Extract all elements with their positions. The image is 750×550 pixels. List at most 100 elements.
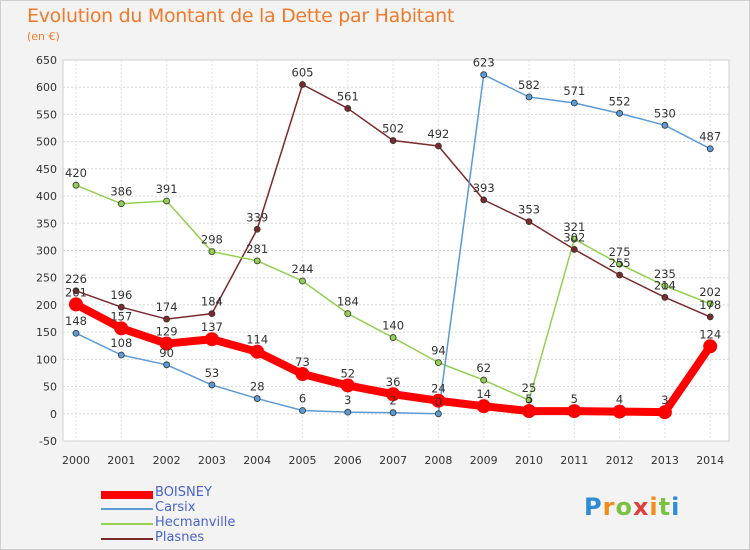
y-tick-label: 450	[36, 163, 57, 176]
data-label-plasnes: 178	[699, 298, 721, 312]
data-point-carsix	[299, 407, 306, 414]
data-label-boisney: 157	[110, 309, 132, 323]
data-label-plasnes: 184	[201, 295, 223, 309]
data-label-carsix: 148	[65, 314, 87, 328]
data-label-plasnes: 492	[427, 127, 449, 141]
data-point-carsix	[434, 410, 442, 418]
data-point-carsix	[117, 351, 125, 359]
data-label-carsix: 3	[344, 393, 351, 407]
data-point-plasnes	[163, 315, 171, 323]
data-label-hecmanville: 321	[563, 220, 585, 234]
data-label-carsix: 487	[699, 130, 721, 144]
data-point-plasnes	[480, 196, 488, 204]
y-tick-label: -50	[39, 435, 57, 448]
data-label-plasnes: 561	[337, 89, 359, 103]
y-tick-label: 650	[36, 54, 57, 67]
data-label-plasnes: 502	[382, 122, 404, 136]
x-tick-label: 2005	[289, 454, 317, 467]
data-label-carsix: 623	[473, 56, 495, 70]
data-point-hecmanville	[434, 359, 442, 367]
x-tick-label: 2007	[379, 454, 407, 467]
data-point-boisney	[159, 336, 174, 351]
data-label-carsix: 582	[518, 78, 540, 92]
data-label-plasnes: 393	[473, 181, 495, 195]
data-point-plasnes	[344, 105, 352, 112]
data-point-plasnes	[208, 310, 216, 318]
y-tick-label: 0	[50, 408, 57, 421]
data-label-plasnes: 174	[156, 300, 178, 314]
data-label-carsix: 2	[389, 394, 396, 408]
data-label-carsix: 90	[159, 346, 174, 360]
data-point-plasnes	[706, 313, 714, 321]
data-label-boisney: 5	[525, 392, 532, 406]
data-point-boisney	[114, 321, 129, 336]
data-label-boisney: 5	[571, 392, 578, 406]
data-point-hecmanville	[525, 396, 533, 404]
x-tick-label: 2011	[560, 454, 588, 467]
data-label-plasnes: 339	[246, 210, 268, 224]
data-label-boisney: 137	[201, 320, 223, 334]
data-point-carsix	[72, 329, 80, 337]
legend-swatch-hecmanville	[101, 523, 153, 525]
x-tick-label: 2014	[696, 454, 724, 467]
data-point-plasnes	[299, 81, 306, 88]
data-label-carsix: 6	[299, 392, 306, 406]
data-label-boisney: 24	[431, 382, 446, 396]
data-label-hecmanville: 391	[156, 182, 178, 196]
data-label-boisney: 201	[65, 285, 87, 299]
data-point-plasnes	[570, 246, 578, 253]
data-label-carsix: 53	[205, 366, 220, 380]
data-label-boisney: 129	[156, 325, 178, 339]
chart-title: Evolution du Montant de la Dette par Hab…	[27, 5, 455, 27]
data-point-carsix	[163, 361, 171, 369]
data-point-boisney	[703, 339, 718, 354]
data-point-carsix	[480, 71, 488, 79]
data-point-boisney	[522, 404, 536, 419]
data-point-boisney	[295, 367, 310, 382]
data-point-boisney	[476, 399, 491, 414]
data-label-hecmanville: 281	[246, 242, 268, 256]
x-tick-label: 2002	[153, 454, 181, 467]
data-point-carsix	[706, 145, 714, 153]
y-tick-label: 150	[36, 326, 57, 339]
x-tick-label: 2010	[515, 454, 543, 467]
legend-swatch-carsix	[101, 508, 153, 510]
data-label-carsix: 0	[435, 395, 442, 409]
data-label-hecmanville: 62	[476, 361, 491, 375]
data-point-boisney	[250, 344, 265, 359]
legend-label-hecmanville: Hecmanville	[155, 515, 236, 530]
x-tick-label: 2006	[334, 454, 362, 467]
data-label-hecmanville: 184	[337, 295, 359, 309]
data-point-boisney	[657, 405, 672, 420]
data-point-hecmanville	[616, 260, 623, 268]
data-label-plasnes: 196	[110, 288, 132, 302]
data-label-boisney: 36	[386, 375, 401, 389]
data-point-hecmanville	[389, 334, 397, 341]
data-point-carsix	[661, 121, 669, 129]
data-label-hecmanville: 420	[65, 166, 87, 180]
data-label-plasnes: 605	[292, 65, 314, 79]
data-label-hecmanville: 202	[699, 285, 721, 299]
data-label-carsix: 571	[563, 84, 585, 98]
data-point-carsix	[253, 395, 261, 402]
data-label-boisney: 3	[661, 393, 668, 407]
data-point-carsix	[616, 109, 623, 117]
x-tick-label: 2004	[243, 454, 271, 467]
x-tick-label: 2012	[606, 454, 634, 467]
data-label-carsix: 28	[250, 380, 265, 394]
data-point-hecmanville	[72, 181, 80, 189]
data-point-hecmanville	[344, 310, 352, 318]
chart-unit-label: (en €)	[27, 30, 60, 43]
data-point-carsix	[344, 408, 352, 416]
legend-swatch-boisney	[101, 491, 153, 499]
data-label-carsix: 108	[110, 336, 132, 350]
data-label-carsix: 552	[609, 94, 631, 108]
data-label-hecmanville: 235	[654, 267, 676, 281]
data-label-plasnes: 214	[654, 278, 676, 292]
data-label-hecmanville: 244	[292, 262, 314, 276]
data-point-hecmanville	[117, 200, 125, 208]
data-point-carsix	[208, 381, 216, 389]
x-tick-label: 2009	[470, 454, 498, 467]
x-tick-label: 2013	[651, 454, 679, 467]
